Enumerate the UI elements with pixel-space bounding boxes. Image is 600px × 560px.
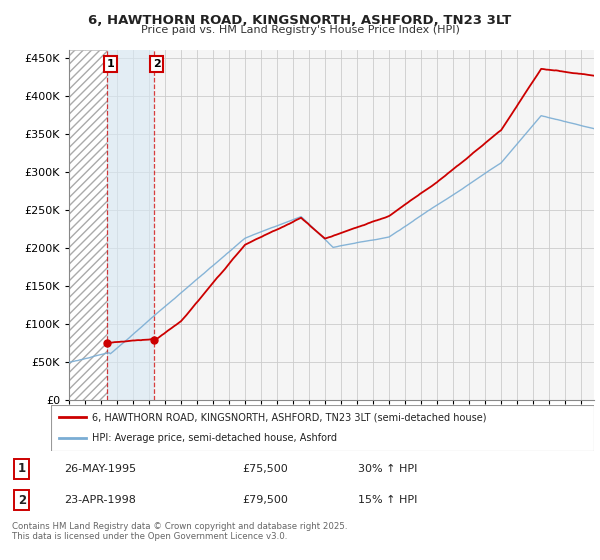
Text: 2: 2 — [18, 493, 26, 507]
Text: Price paid vs. HM Land Registry's House Price Index (HPI): Price paid vs. HM Land Registry's House … — [140, 25, 460, 35]
FancyBboxPatch shape — [51, 405, 594, 451]
Text: £79,500: £79,500 — [242, 495, 288, 505]
Text: 6, HAWTHORN ROAD, KINGSNORTH, ASHFORD, TN23 3LT: 6, HAWTHORN ROAD, KINGSNORTH, ASHFORD, T… — [88, 14, 512, 27]
Text: Contains HM Land Registry data © Crown copyright and database right 2025.
This d: Contains HM Land Registry data © Crown c… — [12, 522, 347, 542]
Text: 1: 1 — [106, 59, 114, 69]
Text: 23-APR-1998: 23-APR-1998 — [64, 495, 136, 505]
Text: 6, HAWTHORN ROAD, KINGSNORTH, ASHFORD, TN23 3LT (semi-detached house): 6, HAWTHORN ROAD, KINGSNORTH, ASHFORD, T… — [92, 412, 486, 422]
Text: HPI: Average price, semi-detached house, Ashford: HPI: Average price, semi-detached house,… — [92, 433, 337, 444]
Text: 30% ↑ HPI: 30% ↑ HPI — [358, 464, 417, 474]
Text: 15% ↑ HPI: 15% ↑ HPI — [358, 495, 417, 505]
Bar — [107, 50, 154, 400]
Bar — [69, 50, 107, 400]
Text: £75,500: £75,500 — [242, 464, 288, 474]
Text: 1: 1 — [18, 462, 26, 475]
Text: 2: 2 — [153, 59, 161, 69]
Text: 26-MAY-1995: 26-MAY-1995 — [64, 464, 136, 474]
